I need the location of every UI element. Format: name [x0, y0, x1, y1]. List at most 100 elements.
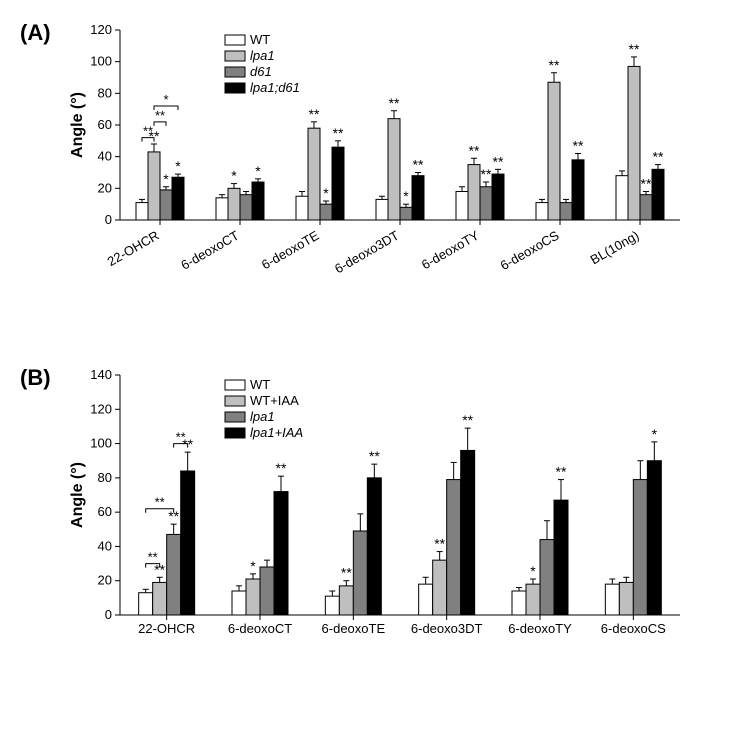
bar	[139, 593, 153, 615]
bar	[480, 187, 492, 220]
xtick-label: 6-deoxoTY	[508, 621, 572, 636]
significance-label: **	[341, 565, 352, 581]
xtick-label: 6-deoxoCT	[228, 621, 292, 636]
ytick-label: 100	[90, 436, 112, 451]
bar	[548, 82, 560, 220]
significance-label: **	[556, 464, 567, 480]
bar	[647, 461, 661, 615]
bar	[536, 203, 548, 220]
bar	[616, 176, 628, 220]
significance-label: **	[549, 57, 560, 73]
ytick-label: 80	[98, 470, 112, 485]
legend-label: WT	[250, 377, 270, 392]
xtick-label: 6-deoxoTE	[322, 621, 386, 636]
significance-label: **	[462, 412, 473, 428]
bar	[353, 531, 367, 615]
legend-label: lpa1;d61	[250, 80, 300, 95]
bar	[492, 174, 504, 220]
significance-label: **	[481, 166, 492, 182]
bar	[308, 128, 320, 220]
xtick-label: 6-deoxoCS	[498, 227, 562, 273]
bar	[240, 195, 252, 220]
chart-b-container: 020406080100120140Angle (°)22-OHCR******…	[70, 365, 722, 695]
significance-label: **	[276, 460, 287, 476]
bar	[167, 534, 181, 615]
bar	[652, 169, 664, 220]
bar	[160, 190, 172, 220]
significance-label: **	[629, 41, 640, 57]
panel-b-label: (B)	[20, 365, 51, 391]
significance-label: **	[493, 153, 504, 169]
ytick-label: 20	[98, 180, 112, 195]
ytick-label: 60	[98, 504, 112, 519]
bar	[554, 500, 568, 615]
significance-label: **	[369, 448, 380, 464]
bar	[148, 152, 160, 220]
ytick-label: 100	[90, 54, 112, 69]
significance-label: *	[652, 426, 658, 442]
bar	[461, 450, 475, 615]
chart-b: 020406080100120140Angle (°)22-OHCR******…	[70, 365, 690, 695]
significance-label: **	[653, 149, 664, 165]
legend-label: lpa1	[250, 409, 275, 424]
bar	[332, 147, 344, 220]
bar	[540, 540, 554, 615]
bar	[456, 192, 468, 221]
significance-label: **	[469, 142, 480, 158]
legend-label: WT+IAA	[250, 393, 299, 408]
ytick-label: 0	[105, 607, 112, 622]
bar	[274, 492, 288, 615]
y-axis-label: Angle (°)	[70, 462, 86, 528]
xtick-label: 6-deoxo3DT	[411, 621, 483, 636]
bar	[172, 177, 184, 220]
xtick-label: 6-deoxoCT	[178, 228, 241, 273]
legend-label: WT	[250, 32, 270, 47]
bar	[181, 471, 195, 615]
legend: WTlpa1d61lpa1;d61	[225, 32, 300, 95]
significance-label: **	[389, 95, 400, 111]
bar	[640, 195, 652, 220]
panel-b: (B) 020406080100120140Angle (°)22-OHCR**…	[20, 365, 722, 695]
ytick-label: 40	[98, 538, 112, 553]
bar	[136, 203, 148, 220]
chart-a-container: 020406080100120Angle (°)22-OHCR****6-deo…	[70, 20, 722, 335]
bar	[339, 586, 353, 615]
significance-label: **	[434, 536, 445, 552]
xtick-label: 6-deoxoTE	[259, 227, 322, 272]
ytick-label: 120	[90, 22, 112, 37]
bar	[400, 207, 412, 220]
xtick-label: 22-OHCR	[105, 228, 162, 270]
xtick-label: 22-OHCR	[138, 621, 195, 636]
bar	[376, 199, 388, 220]
bar	[252, 182, 264, 220]
significance-label: **	[641, 176, 652, 192]
bar	[260, 567, 274, 615]
significance-label: *	[250, 558, 256, 574]
bar	[628, 66, 640, 220]
bar	[419, 584, 433, 615]
bar	[560, 203, 572, 220]
bar	[433, 560, 447, 615]
significance-label: **	[309, 106, 320, 122]
significance-label: **	[573, 138, 584, 154]
significance-label: *	[255, 163, 261, 179]
bar	[633, 480, 647, 615]
bar	[468, 165, 480, 220]
bar	[572, 160, 584, 220]
bar	[526, 584, 540, 615]
legend: WTWT+IAAlpa1lpa1+IAA	[225, 377, 303, 440]
bracket-label: **	[148, 550, 158, 565]
bar	[619, 582, 633, 615]
significance-label: *	[323, 185, 329, 201]
significance-label: *	[403, 188, 409, 204]
legend-label: lpa1+IAA	[250, 425, 303, 440]
bracket-label: *	[163, 92, 168, 107]
bar	[388, 119, 400, 220]
significance-label: *	[231, 168, 237, 184]
bar	[412, 176, 424, 220]
bar	[216, 198, 228, 220]
chart-a: 020406080100120Angle (°)22-OHCR****6-deo…	[70, 20, 690, 335]
bar	[512, 591, 526, 615]
bracket-label: **	[155, 495, 165, 510]
ytick-label: 140	[90, 367, 112, 382]
